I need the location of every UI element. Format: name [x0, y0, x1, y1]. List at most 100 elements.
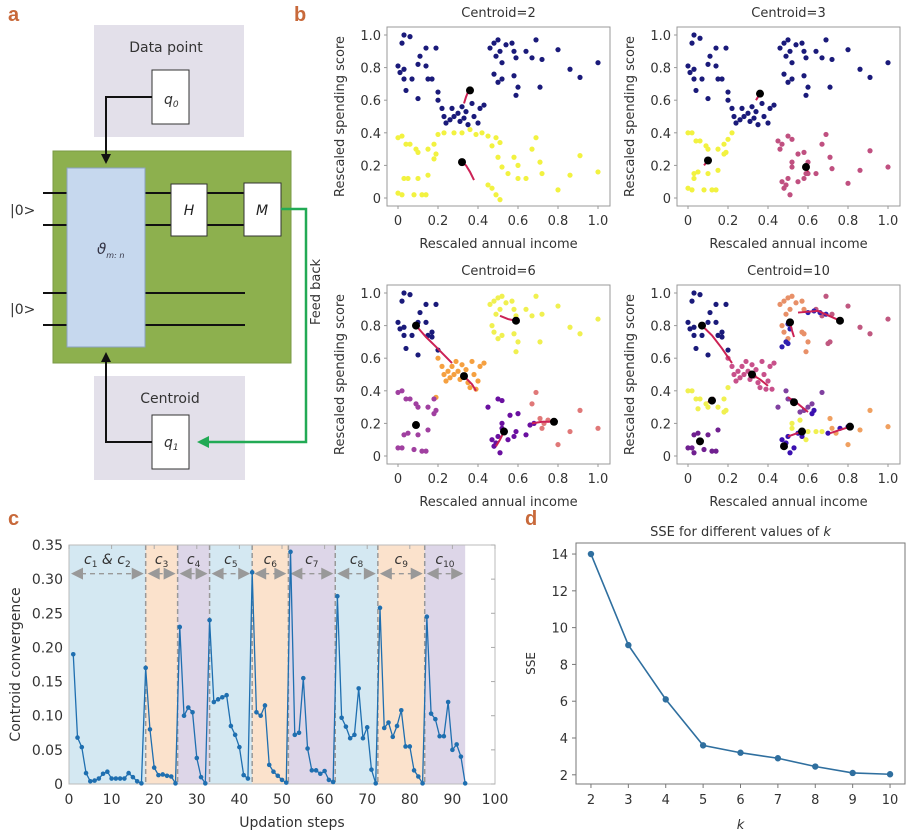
data-point — [390, 734, 396, 740]
centroid-path — [797, 309, 841, 322]
arrow-right-icon — [274, 567, 287, 580]
data-point — [467, 126, 473, 133]
y-tick-label: 0 — [373, 450, 381, 465]
data-point — [707, 309, 713, 316]
y-tick-label: 0.2 — [650, 417, 671, 432]
circuit-diagram: Data point q0 ϑm: n H M |0> |0> Centroid… — [10, 25, 320, 480]
data-point — [691, 290, 697, 296]
data-point — [499, 60, 505, 66]
data-point — [705, 146, 711, 152]
data-point — [691, 32, 697, 38]
data-point — [739, 105, 745, 111]
data-point — [662, 696, 669, 703]
data-point — [487, 45, 493, 51]
data-point — [443, 120, 449, 126]
data-point — [685, 185, 691, 191]
data-point — [595, 425, 601, 431]
data-point — [755, 122, 761, 128]
arrow-right-icon — [451, 567, 464, 580]
data-point — [789, 293, 795, 299]
x-tick-label: 0.8 — [838, 472, 859, 487]
data-point — [423, 319, 429, 325]
data-point — [849, 769, 856, 777]
data-point — [783, 182, 789, 188]
data-point — [397, 69, 403, 76]
data-point — [781, 298, 787, 304]
centroid-arrow — [101, 352, 152, 443]
data-point — [705, 404, 711, 410]
data-point — [567, 172, 573, 178]
data-point — [689, 298, 695, 304]
y-tick-label: 0.05 — [32, 743, 63, 759]
data-point — [126, 770, 131, 776]
data-point — [415, 404, 421, 410]
data-point — [467, 384, 473, 391]
data-point — [507, 412, 513, 418]
x-tick-label: 0.4 — [758, 472, 779, 487]
data-point — [733, 120, 739, 126]
data-point — [415, 95, 421, 102]
y-tick-label: 10 — [551, 622, 568, 637]
arrow-right-icon — [321, 567, 334, 580]
data-point — [181, 713, 187, 719]
data-point — [433, 407, 439, 413]
y-tick-label: 0.6 — [650, 94, 671, 109]
data-point — [523, 175, 529, 182]
data-point — [625, 641, 632, 649]
centroid-marker — [748, 370, 756, 379]
data-point — [428, 711, 434, 716]
data-point — [685, 130, 691, 136]
y-tick-label: 0 — [663, 192, 671, 207]
data-point — [292, 732, 298, 738]
data-point — [441, 113, 447, 120]
centroid-qubit-label: q1 — [164, 435, 179, 453]
region-1 — [69, 545, 146, 784]
data-point — [749, 104, 755, 110]
data-point — [447, 117, 453, 123]
data-point — [801, 73, 807, 79]
x-tick-label: 0.8 — [838, 214, 859, 229]
data-point — [725, 347, 731, 353]
data-point — [749, 362, 755, 368]
x-tick-label: 80 — [401, 792, 419, 808]
x-axis-label: Rescaled annual income — [709, 495, 867, 510]
data-point — [729, 130, 735, 136]
data-point — [254, 710, 259, 715]
data-point — [215, 697, 221, 702]
x-tick-label: 0.6 — [798, 214, 819, 229]
data-point — [409, 76, 415, 82]
x-tick-label: 1.0 — [878, 214, 899, 229]
data-point — [787, 192, 793, 198]
data-point — [785, 133, 791, 139]
data-point — [465, 122, 471, 128]
data-point — [825, 430, 831, 436]
y-tick-label: 0.25 — [32, 606, 63, 622]
x-axis-label: Rescaled annual income — [419, 495, 577, 510]
data-point — [779, 323, 785, 329]
x-tick-label: 0.4 — [468, 214, 489, 229]
data-point — [457, 118, 463, 124]
data-point — [695, 406, 701, 412]
data-point — [513, 428, 519, 435]
data-point — [369, 767, 374, 772]
data-point — [515, 162, 521, 168]
data-point — [774, 755, 782, 762]
arrow-left-icon — [337, 567, 350, 580]
data-point — [190, 710, 195, 715]
data-point — [713, 63, 719, 69]
sse-chart: SSE for different values of k 2 3 4 5 6 7 8 9 10 2… — [524, 525, 906, 833]
data-point — [433, 45, 439, 51]
data-point — [713, 45, 719, 51]
data-point — [499, 76, 505, 82]
data-point — [403, 396, 409, 402]
data-point — [495, 336, 501, 342]
data-point — [731, 113, 737, 120]
x-tick-label: 3 — [624, 793, 632, 808]
data-point — [109, 776, 114, 781]
data-point — [777, 45, 783, 51]
data-point — [473, 131, 479, 138]
data-point — [789, 420, 795, 426]
x-tick-label: 7 — [774, 793, 782, 808]
data-point — [493, 135, 499, 141]
x-tick-label: 9 — [849, 793, 857, 808]
